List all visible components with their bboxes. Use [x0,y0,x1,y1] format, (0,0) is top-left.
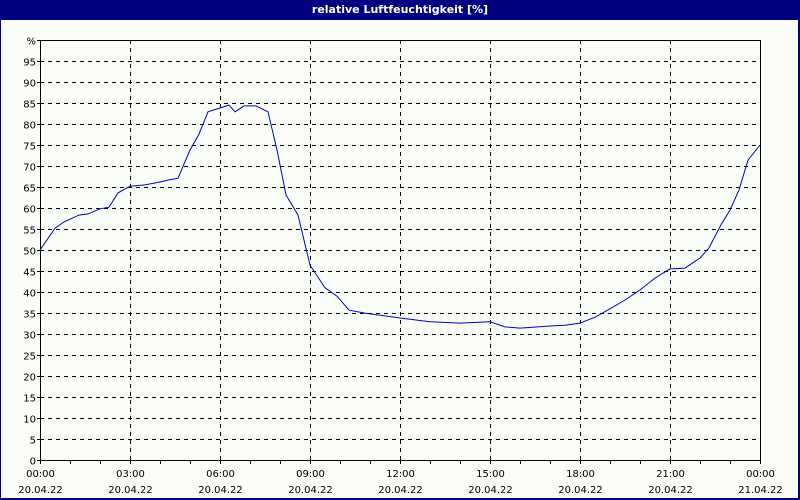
x-tick-time-label: 00:00 [26,469,55,480]
y-tick-label: 45 [23,268,36,279]
x-tick-time-label: 18:00 [566,469,595,480]
y-tick-label: 85 [23,100,36,111]
y-tick-label: 70 [23,163,36,174]
chart-title: relative Luftfeuchtigkeit [%] [311,3,489,16]
x-tick-time-label: 15:00 [476,469,505,480]
y-tick-label: 80 [23,121,36,132]
y-tick-label: 60 [23,205,36,216]
y-tick-label: 0 [30,457,36,468]
x-tick-date-label: 20.04.22 [198,485,243,496]
x-tick-date-label: 20.04.22 [288,485,333,496]
x-tick-time-label: 06:00 [206,469,235,480]
y-tick-label: 95 [23,58,36,69]
humidity-series-line [39,104,761,329]
x-tick-time-label: 12:00 [386,469,415,480]
y-tick-label: 55 [23,226,36,237]
y-axis-ticks: 0 5 10 15 20 25 30 35 40 45 50 55 60 65 70 75 80 85 90 95% [23,37,40,468]
x-tick-time-label: 03:00 [116,469,145,480]
y-tick-label: 65 [23,184,36,195]
x-tick-date-label: 20.04.22 [468,485,513,496]
x-tick-date-label: 20.04.22 [558,485,603,496]
y-tick-label: 35 [23,310,36,321]
x-tick-time-label: 21:00 [656,469,685,480]
y-tick-label: 25 [23,352,36,363]
y-tick-label: 15 [23,394,36,405]
y-tick-label: 5 [30,436,36,447]
x-tick-time-label: 09:00 [296,469,325,480]
y-tick-label: 30 [23,331,36,342]
x-tick-date-label: 20.04.22 [378,485,423,496]
grid-lines [40,40,760,460]
x-tick-date-label: 20.04.22 [108,485,153,496]
y-tick-label: 20 [23,373,36,384]
x-tick-date-label: 20.04.22 [18,485,63,496]
y-tick-label: % [26,37,36,48]
x-tick-date-label: 20.04.22 [648,485,693,496]
chart-title-bar: relative Luftfeuchtigkeit [%] [0,0,800,20]
y-tick-label: 50 [23,247,36,258]
plot-area-border [40,40,761,461]
y-tick-label: 40 [23,289,36,300]
y-tick-label: 75 [23,142,36,153]
y-tick-label: 90 [23,79,36,90]
x-tick-time-label: 00:00 [746,469,775,480]
y-tick-label: 10 [23,415,36,426]
x-axis-ticks: 00:00 20.04.22 03:00 20.04.22 06:00 20.04.22 0… [18,460,783,496]
x-tick-date-label: 21.04.22 [738,485,783,496]
